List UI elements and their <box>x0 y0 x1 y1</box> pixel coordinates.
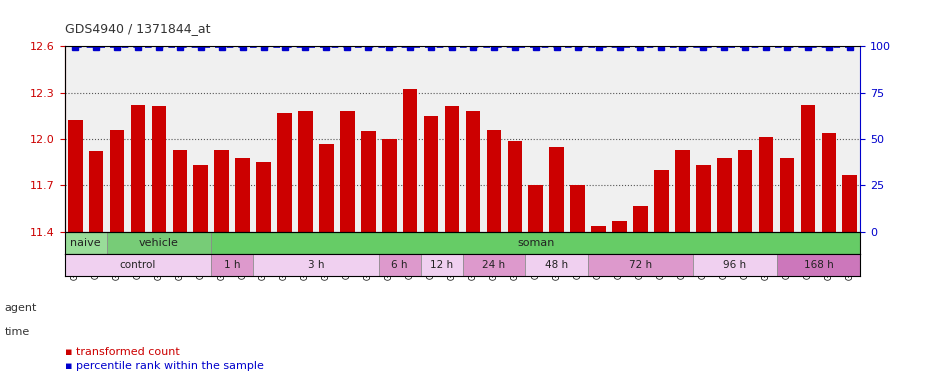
Bar <box>278 113 292 232</box>
Text: GDS4940 / 1371844_at: GDS4940 / 1371844_at <box>65 22 210 35</box>
Bar <box>65 232 106 254</box>
Bar <box>801 105 815 232</box>
Bar <box>738 150 752 232</box>
Bar <box>633 205 648 232</box>
Text: 6 h: 6 h <box>391 260 408 270</box>
Bar <box>717 157 732 232</box>
Bar <box>758 137 773 232</box>
Bar <box>173 150 187 232</box>
Bar <box>298 111 313 232</box>
Bar <box>235 157 250 232</box>
Bar <box>65 254 211 276</box>
Bar <box>106 232 211 254</box>
Text: time: time <box>5 327 30 337</box>
Bar <box>693 254 776 276</box>
Text: ▪ transformed count: ▪ transformed count <box>65 347 179 357</box>
Bar <box>130 105 145 232</box>
Bar <box>89 151 104 232</box>
Text: 12 h: 12 h <box>430 260 453 270</box>
Text: naive: naive <box>70 238 101 248</box>
Text: 72 h: 72 h <box>629 260 652 270</box>
Text: control: control <box>120 260 156 270</box>
Bar <box>462 254 525 276</box>
Bar <box>193 165 208 232</box>
Bar <box>253 254 378 276</box>
Bar <box>361 131 376 232</box>
Text: 1 h: 1 h <box>224 260 240 270</box>
Bar <box>588 254 693 276</box>
Bar <box>403 89 417 232</box>
Text: 3 h: 3 h <box>308 260 324 270</box>
Bar <box>445 106 460 232</box>
Bar <box>696 165 710 232</box>
Bar <box>68 121 82 232</box>
Bar <box>152 106 166 232</box>
Bar <box>525 254 588 276</box>
Text: 48 h: 48 h <box>545 260 568 270</box>
Bar <box>340 111 354 232</box>
Bar <box>843 175 857 232</box>
Text: 96 h: 96 h <box>723 260 746 270</box>
Text: ▪ percentile rank within the sample: ▪ percentile rank within the sample <box>65 361 264 371</box>
Bar <box>319 144 334 232</box>
Bar <box>654 170 669 232</box>
Bar <box>382 139 397 232</box>
Bar <box>465 111 480 232</box>
Bar <box>780 157 795 232</box>
Bar <box>211 232 860 254</box>
Bar <box>528 185 543 232</box>
Bar <box>571 185 585 232</box>
Bar <box>424 116 438 232</box>
Text: vehicle: vehicle <box>139 238 179 248</box>
Text: 24 h: 24 h <box>482 260 505 270</box>
Bar <box>675 150 690 232</box>
Text: agent: agent <box>5 303 37 313</box>
Text: soman: soman <box>517 238 554 248</box>
Bar <box>821 133 836 232</box>
Bar <box>612 221 627 232</box>
Bar <box>211 254 253 276</box>
Bar <box>591 226 606 232</box>
Bar <box>487 130 501 232</box>
Bar <box>215 150 229 232</box>
Bar <box>110 130 124 232</box>
Text: 168 h: 168 h <box>804 260 833 270</box>
Bar <box>549 147 564 232</box>
Bar <box>508 141 522 232</box>
Bar <box>378 254 421 276</box>
Bar <box>421 254 462 276</box>
Bar <box>256 162 271 232</box>
Bar <box>776 254 860 276</box>
